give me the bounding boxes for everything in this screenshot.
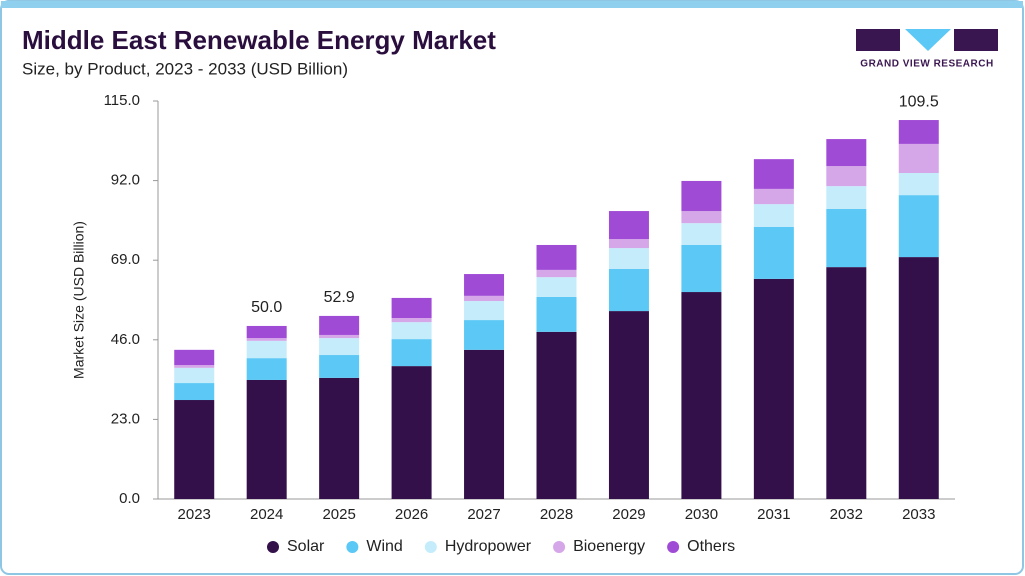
y-tick-label: 92.0 (111, 172, 140, 189)
bar-segment (681, 211, 722, 224)
y-tick-label: 46.0 (111, 331, 140, 348)
y-tick-label: 115.0 (104, 92, 140, 109)
legend-swatch (267, 541, 279, 553)
logo: GRAND VIEW RESEARCH (856, 29, 998, 70)
legend-swatch (667, 541, 680, 553)
bar-segment (898, 143, 939, 173)
bar-segment (174, 349, 215, 366)
bar-segment (753, 226, 794, 279)
legend-swatch (346, 541, 359, 553)
bar-segment (753, 204, 794, 227)
bar-segment (246, 340, 287, 359)
bar-segment (391, 322, 432, 340)
legend-label: Wind (366, 538, 402, 555)
bar-segment (391, 366, 432, 499)
chart-title: Middle East Renewable Energy Market (22, 25, 496, 55)
bar-segment (536, 296, 577, 332)
bar-segment (753, 159, 794, 189)
bar-segment (536, 269, 577, 278)
bar-segment (319, 377, 360, 499)
bar-segment (681, 244, 722, 293)
bar-segment (246, 325, 287, 339)
x-tick-label: 2030 (685, 506, 718, 523)
bar-segment (319, 355, 360, 378)
bar-segment (246, 358, 287, 380)
bar-segment (536, 277, 577, 297)
y-axis-label: Market Size (USD Billion) (71, 221, 87, 379)
bar-segment (826, 267, 867, 499)
legend-label: Hydropower (445, 538, 532, 555)
legend-label: Others (687, 538, 735, 555)
bar-segment (753, 188, 794, 205)
bar-segment (464, 320, 505, 350)
bar-segment (536, 244, 577, 270)
bar-segment (608, 211, 649, 240)
brand: GRAND VIEW RESEARCH (860, 59, 993, 70)
y-tick-label: 23.0 (111, 410, 140, 427)
bar-segment (898, 195, 939, 258)
bar-segment (391, 339, 432, 367)
bar-segment (681, 223, 722, 245)
bar-segment (174, 365, 215, 368)
x-tick-label: 2027 (467, 506, 500, 523)
chart-subtitle: Size, by Product, 2023 - 2033 (USD Billi… (22, 59, 348, 78)
x-tick-label: 2026 (395, 506, 428, 523)
bar-segment (319, 315, 360, 335)
bar-segment (174, 383, 215, 401)
bar-segment (608, 311, 649, 499)
x-tick-label: 2031 (757, 506, 790, 523)
total-label: 50.0 (251, 299, 282, 316)
top-strip (1, 1, 1023, 8)
y-tick-label: 69.0 (111, 251, 140, 268)
bar-segment (826, 139, 867, 167)
bar-segment (898, 172, 939, 196)
total-label: 52.9 (324, 289, 355, 306)
total-label: 109.5 (899, 93, 939, 110)
bar-segment (826, 208, 867, 268)
bar-segment (246, 379, 287, 499)
bar-segment (174, 400, 215, 499)
bar-segment (681, 180, 722, 212)
legend-label: Bioenergy (573, 538, 645, 555)
bar-segment (464, 274, 505, 296)
bar-segment (898, 120, 939, 144)
bar-segment (826, 166, 867, 187)
x-tick-label: 2029 (612, 506, 645, 523)
legend-swatch (553, 541, 566, 553)
bar-segment (174, 367, 215, 384)
bar-segment (464, 301, 505, 321)
x-tick-label: 2033 (902, 506, 935, 523)
bar-segment (464, 295, 505, 302)
legend-swatch (424, 541, 437, 553)
x-tick-label: 2024 (250, 506, 283, 523)
x-tick-label: 2025 (322, 506, 355, 523)
bar-segment (753, 278, 794, 499)
bar-segment (536, 331, 577, 499)
x-tick-label: 2032 (830, 506, 863, 523)
bar-segment (608, 268, 649, 312)
bar-segment (464, 349, 505, 499)
x-tick-label: 2023 (178, 506, 211, 523)
bar-segment (319, 334, 360, 339)
bar-segment (246, 338, 287, 341)
legend-label: Solar (287, 538, 325, 555)
bar-segment (826, 186, 867, 209)
bar-segment (608, 239, 649, 249)
bar-segment (391, 297, 432, 318)
bar-segment (319, 338, 360, 356)
y-tick-label: 0.0 (119, 490, 140, 507)
bar-segment (898, 257, 939, 499)
bar-segment (681, 292, 722, 499)
bar-segment (608, 248, 649, 269)
bar-segment (391, 317, 432, 323)
x-tick-label: 2028 (540, 506, 573, 523)
